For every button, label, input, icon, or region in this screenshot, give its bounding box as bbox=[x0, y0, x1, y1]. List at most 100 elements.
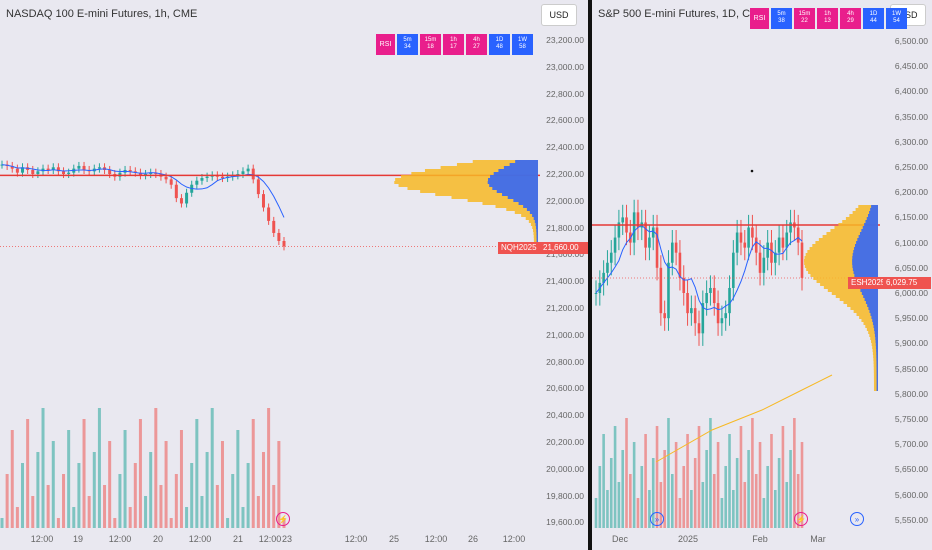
candle-body bbox=[205, 176, 209, 179]
timeframe-badge[interactable]: 1W 54 bbox=[886, 8, 907, 29]
volume-profile-bar bbox=[870, 208, 878, 211]
candle-body bbox=[128, 169, 132, 172]
timeframe-badge[interactable]: 1D 44 bbox=[863, 8, 884, 29]
volume-profile-bar bbox=[869, 334, 878, 337]
timeframe-badge[interactable]: 5m 38 bbox=[771, 8, 792, 29]
timeframe-badge[interactable]: 1h 17 bbox=[443, 34, 464, 55]
timeframe-badge[interactable]: RSI bbox=[750, 8, 769, 29]
volume-profile-bar bbox=[859, 316, 878, 319]
volume-profile-bar bbox=[876, 367, 878, 370]
candle-body bbox=[621, 217, 625, 223]
timeframe-badge[interactable]: 4h 29 bbox=[840, 8, 861, 29]
volume-bar bbox=[190, 463, 194, 528]
candle-body bbox=[678, 252, 682, 278]
time-tick-label: Feb bbox=[752, 534, 768, 544]
volume-bar bbox=[108, 441, 112, 528]
nasdaq-chart-canvas[interactable] bbox=[0, 0, 588, 550]
timeframe-badge[interactable]: 15m 22 bbox=[794, 8, 815, 29]
time-tick-label: 12:00 bbox=[424, 534, 448, 544]
volume-profile-bar bbox=[852, 259, 878, 262]
volume-profile-bar bbox=[871, 205, 878, 208]
price-axis[interactable]: 23,200.00 23,000.00 22,800.00 22,600.00 22,4… bbox=[540, 0, 588, 527]
candle-body bbox=[220, 176, 224, 179]
volume-profile-bar bbox=[488, 178, 538, 181]
candle-body bbox=[251, 168, 255, 180]
volume-bar bbox=[655, 426, 659, 528]
volume-bar bbox=[103, 485, 107, 528]
timeframe-badge[interactable]: 15m 18 bbox=[420, 34, 441, 55]
volume-profile-bar bbox=[873, 379, 878, 382]
volume-profile-bar bbox=[808, 271, 878, 274]
volume-profile-bar bbox=[873, 358, 878, 361]
volume-bar bbox=[97, 408, 101, 528]
volume-profile-bar bbox=[509, 163, 538, 166]
volume-profile-bar bbox=[530, 223, 538, 226]
volume-bar bbox=[770, 434, 773, 528]
volume-bar bbox=[690, 490, 693, 528]
volume-profile-bar bbox=[440, 166, 538, 169]
candle-body bbox=[174, 184, 178, 199]
volume-bar bbox=[644, 434, 647, 528]
currency-button[interactable]: USD bbox=[541, 4, 577, 26]
price-tick-label: 6,500.00 bbox=[894, 36, 928, 46]
scroll-right-icon[interactable]: » bbox=[850, 512, 864, 526]
volume-profile-bar bbox=[873, 382, 878, 385]
price-tick-label: 20,800.00 bbox=[546, 356, 584, 367]
candle-body bbox=[256, 179, 260, 195]
sp500-chart-canvas[interactable] bbox=[592, 0, 932, 550]
volume-bar bbox=[705, 450, 708, 528]
time-tick-label: 23 bbox=[281, 534, 293, 544]
candle-body bbox=[739, 232, 743, 243]
candle-body bbox=[617, 222, 621, 238]
timeframe-badge[interactable]: 1h 13 bbox=[817, 8, 838, 29]
candle-body bbox=[51, 167, 55, 170]
sp500-chart-pane[interactable]: S&P 500 E-mini Futures, 1D, CME USD RSI 5… bbox=[592, 0, 932, 550]
timeframe-badge[interactable]: 5m 34 bbox=[397, 34, 418, 55]
volume-profile-bar bbox=[482, 202, 538, 205]
volume-bar bbox=[625, 418, 628, 528]
volume-profile-bar bbox=[875, 337, 878, 340]
candle-body bbox=[31, 169, 35, 174]
volume-bar bbox=[267, 408, 271, 528]
volume-bar bbox=[758, 442, 762, 528]
volume-bar bbox=[56, 518, 60, 528]
timeframe-badge[interactable]: RSI bbox=[376, 34, 395, 55]
timeframe-badge[interactable]: 1W 58 bbox=[512, 34, 533, 55]
timeframe-badge[interactable]: 4h 27 bbox=[466, 34, 487, 55]
go-to-realtime-icon[interactable]: » bbox=[650, 512, 664, 526]
time-axis[interactable]: Dec 2025 Feb Mar bbox=[592, 528, 880, 550]
volume-bar bbox=[133, 463, 137, 528]
volume-profile-bar bbox=[866, 328, 878, 331]
volume-bar bbox=[241, 507, 245, 528]
time-tick-label: 12:00 bbox=[30, 534, 54, 544]
last-price-tag: 6,029.75 bbox=[883, 277, 931, 289]
flash-icon[interactable]: ⚡ bbox=[794, 512, 808, 526]
candle-body bbox=[732, 252, 735, 288]
moving-average-line bbox=[595, 224, 803, 311]
volume-profile-bar bbox=[852, 262, 878, 265]
volume-bar bbox=[773, 490, 777, 528]
flash-icon[interactable]: ⚡ bbox=[276, 512, 290, 526]
price-axis[interactable]: 6,500.00 6,450.00 6,400.00 6,350.00 6,300.00… bbox=[880, 0, 932, 525]
volume-profile-bar bbox=[871, 340, 878, 343]
candle-body bbox=[682, 277, 686, 293]
chart-title: S&P 500 E-mini Futures, 1D, CME bbox=[598, 8, 767, 20]
volume-profile-bar bbox=[865, 301, 878, 304]
volume-profile-bar bbox=[816, 280, 878, 283]
price-tick-label: 5,700.00 bbox=[894, 439, 928, 450]
volume-profile-bar bbox=[867, 304, 878, 307]
time-axis[interactable]: 12:00 19 12:00 20 12:00 21 12:00 23 12:00 25 12:00… bbox=[0, 528, 540, 550]
volume-profile-bar bbox=[487, 181, 538, 184]
volume-bar bbox=[118, 474, 122, 528]
volume-profile-bar bbox=[830, 229, 878, 232]
volume-profile-bar bbox=[873, 325, 878, 328]
pane-divider[interactable] bbox=[588, 0, 592, 550]
price-tick-label: 20,600.00 bbox=[546, 383, 584, 394]
volume-bar bbox=[728, 434, 731, 528]
nasdaq-chart-pane[interactable]: NASDAQ 100 E-mini Futures, 1h, CME USD R… bbox=[0, 0, 588, 550]
volume-profile-bar bbox=[873, 355, 878, 358]
price-tick-label: 5,850.00 bbox=[894, 363, 928, 374]
timeframe-badge[interactable]: 1D 48 bbox=[489, 34, 510, 55]
price-tick-label: 20,000.00 bbox=[546, 463, 584, 474]
volume-profile-bar bbox=[876, 361, 878, 364]
